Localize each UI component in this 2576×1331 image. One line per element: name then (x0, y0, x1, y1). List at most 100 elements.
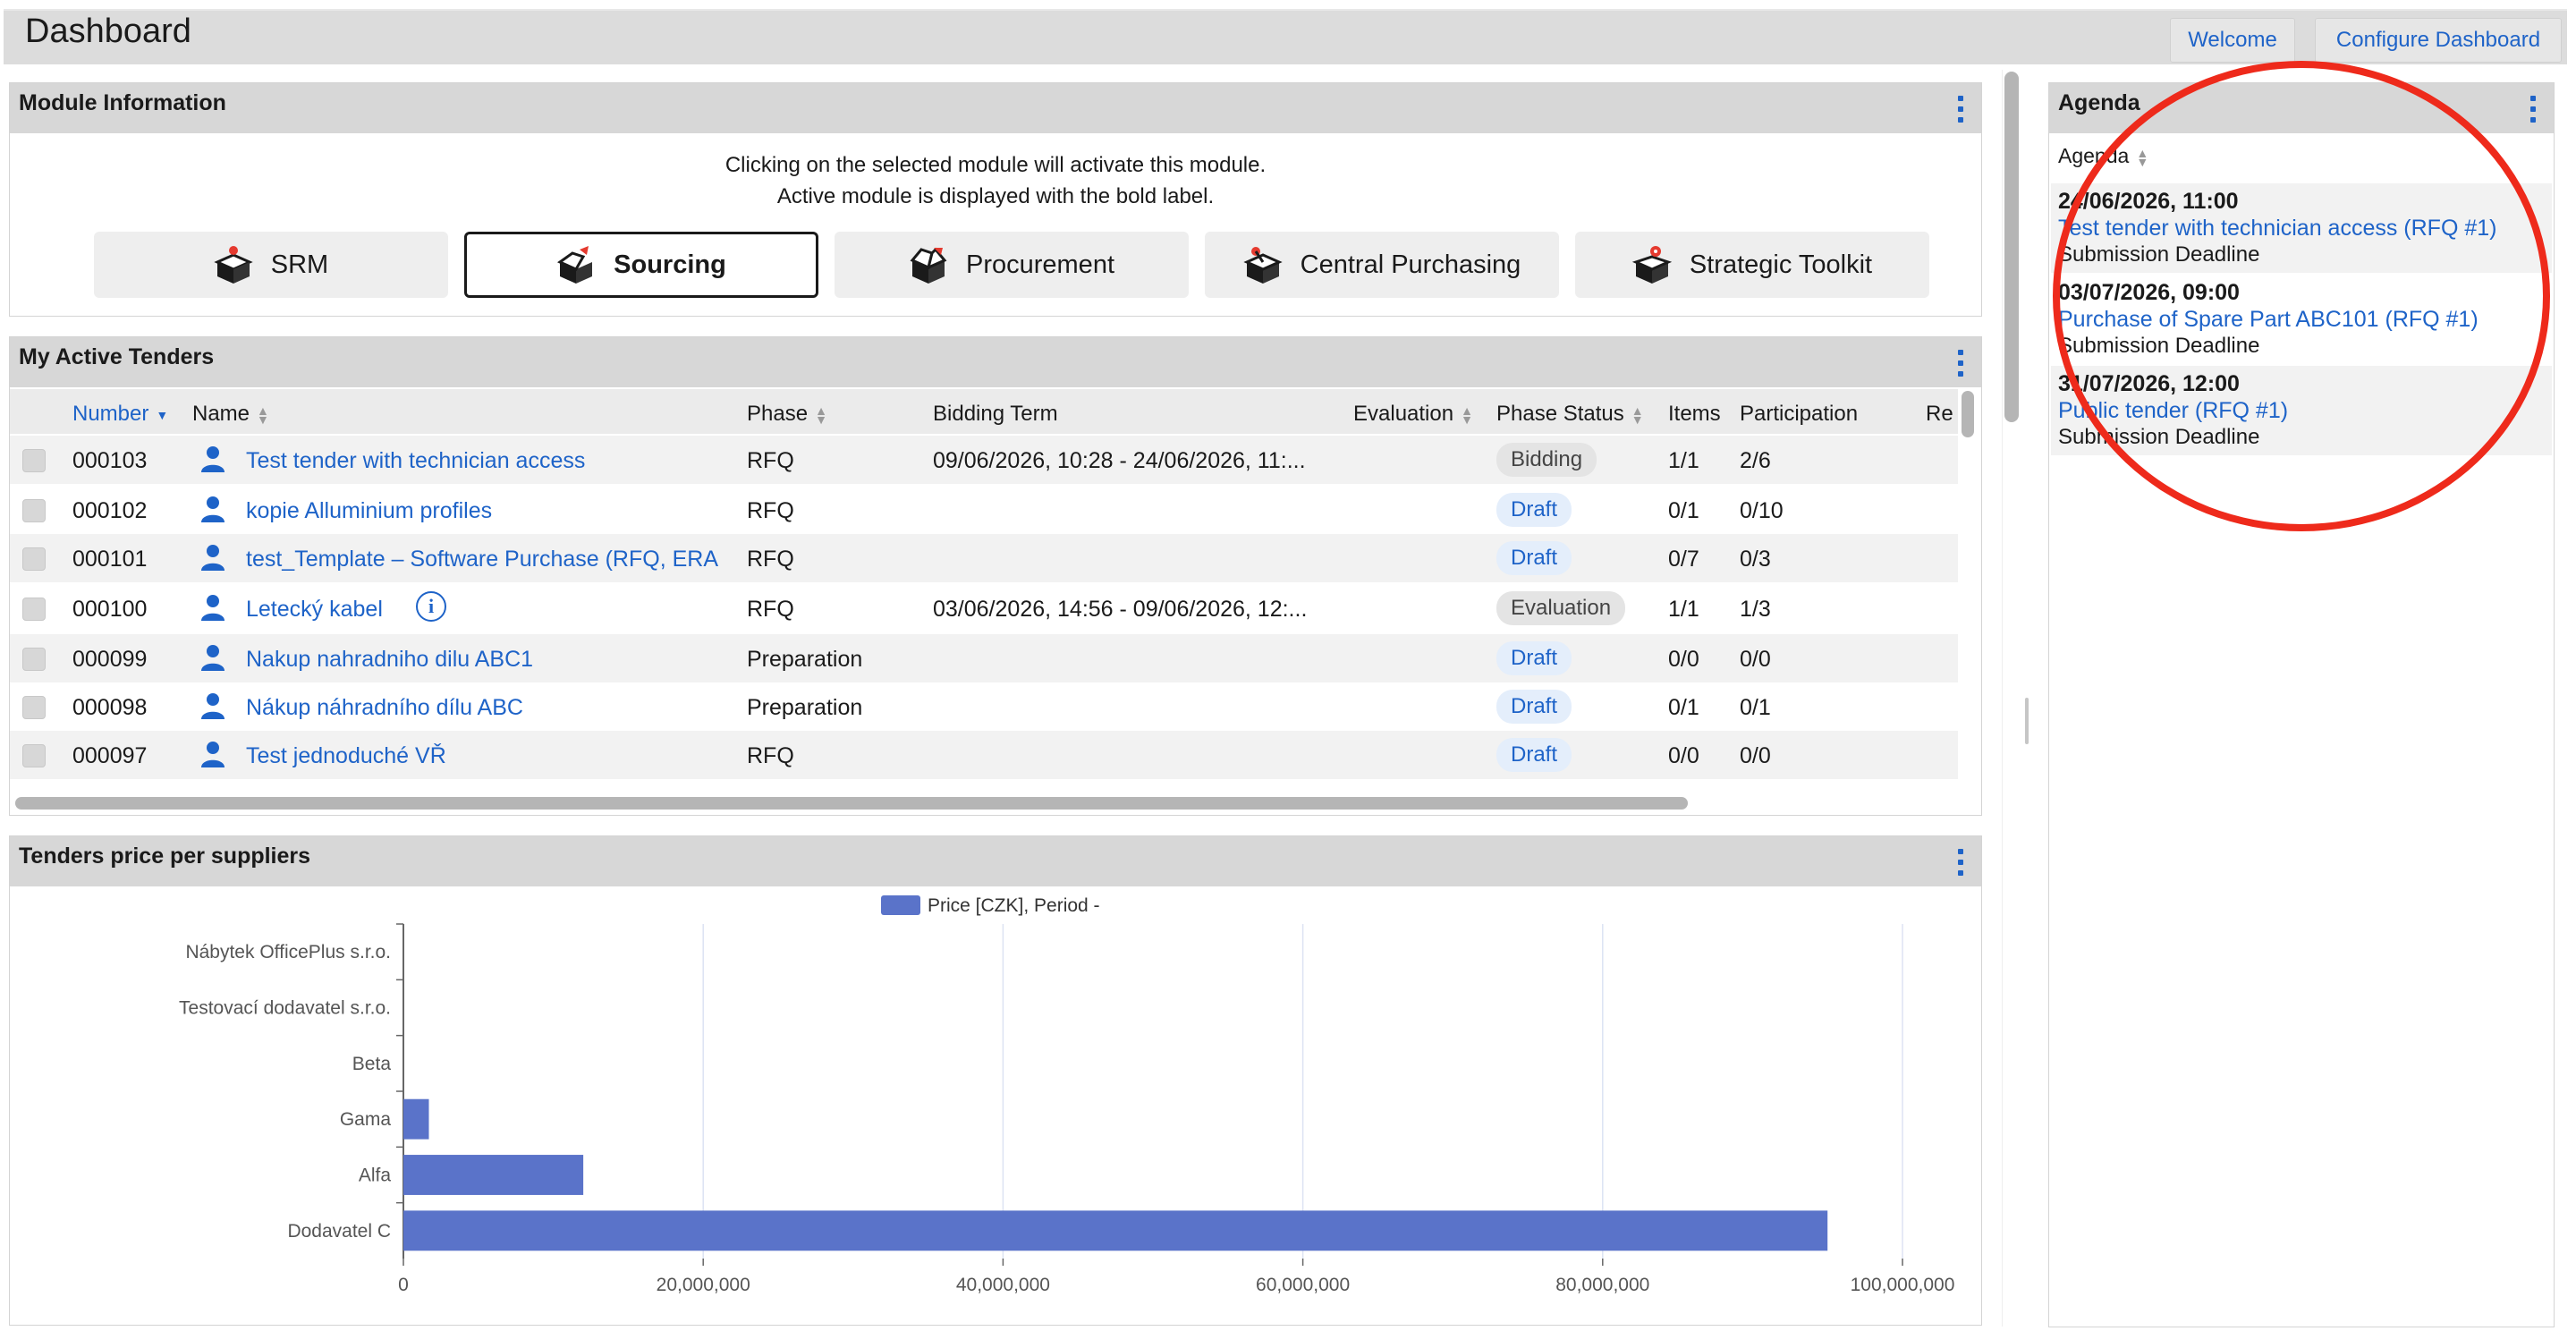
tender-participation: 0/0 (1740, 743, 1771, 768)
sort-desc-icon: ▼ (156, 407, 169, 422)
row-checkbox[interactable] (22, 449, 46, 472)
status-badge: Draft (1496, 738, 1572, 772)
tender-phase: RFQ (747, 448, 794, 473)
category-label: Alfa (359, 1166, 392, 1186)
tender-participation: 1/3 (1740, 597, 1771, 622)
x-tick-label: 0 (398, 1275, 409, 1295)
module-procurement-label: Procurement (965, 250, 1114, 279)
x-tick-label: 40,000,000 (956, 1275, 1050, 1295)
column-bidding-term-header[interactable]: Bidding Term (933, 402, 1058, 426)
table-row[interactable]: 000102 kopie Alluminium profiles RFQ Dra… (10, 486, 1958, 534)
agenda-item[interactable]: 03/07/2026, 09:00 Purchase of Spare Part… (2051, 275, 2552, 364)
page-title: Dashboard (25, 13, 191, 50)
sort-icon: ▲ ▼ (815, 403, 827, 427)
table-row[interactable]: 000099 Nakup nahradniho dilu ABC1 Prepar… (10, 634, 1958, 682)
kebab-menu-icon[interactable] (1958, 350, 1965, 377)
sourcing-box-icon (557, 246, 593, 284)
panel-resize-handle[interactable] (2025, 698, 2029, 744)
tender-number: 000099 (72, 647, 148, 672)
strategic-toolkit-box-icon (1631, 246, 1672, 284)
srm-box-icon (214, 246, 253, 284)
column-phase-status-header[interactable]: Phase Status ▲ ▼ (1496, 402, 1644, 427)
info-icon[interactable]: i (416, 591, 446, 622)
kebab-menu-icon[interactable] (2530, 96, 2538, 123)
tender-name-link[interactable]: test_Template – Software Purchase (RFQ, … (246, 547, 718, 572)
status-badge: Evaluation (1496, 591, 1626, 625)
agenda-description: Submission Deadline (2058, 425, 2260, 449)
module-central-purchasing-button[interactable]: Central Purchasing (1205, 232, 1559, 298)
tender-name-link[interactable]: Letecký kabel (246, 597, 383, 622)
bar[interactable] (403, 1155, 584, 1195)
tender-items: 0/0 (1668, 647, 1699, 672)
configure-dashboard-button[interactable]: Configure Dashboard (2315, 18, 2562, 63)
welcome-button[interactable]: Welcome (2170, 18, 2295, 63)
tender-items: 1/1 (1668, 597, 1699, 622)
tender-name-link[interactable]: Test tender with technician access (246, 448, 586, 473)
sort-icon: ▲ ▼ (257, 403, 269, 427)
tender-phase: RFQ (747, 597, 794, 622)
column-name-header[interactable]: Name ▲ ▼ (192, 402, 269, 427)
bar[interactable] (403, 1098, 429, 1140)
category-label: Nábytek OfficePlus s.r.o. (185, 942, 391, 962)
status-badge: Draft (1496, 541, 1572, 575)
table-row[interactable]: 000101 test_Template – Software Purchase… (10, 534, 1958, 582)
tender-items: 0/1 (1668, 498, 1699, 523)
module-strategic-toolkit-button[interactable]: Strategic Toolkit (1575, 232, 1929, 298)
category-label: Gama (340, 1109, 392, 1130)
row-checkbox[interactable] (22, 696, 46, 719)
tender-name-link[interactable]: Nakup nahradniho dilu ABC1 (246, 647, 534, 672)
tender-participation: 0/0 (1740, 647, 1771, 672)
page-vertical-scrollbar[interactable] (2004, 72, 2019, 422)
column-more-header[interactable]: Re (1926, 402, 1953, 426)
category-label: Testovací dodavatel s.r.o. (179, 998, 391, 1019)
table-row[interactable]: 000097 Test jednoduché VŘ RFQ Draft 0/0 … (10, 731, 1958, 779)
column-phase-header[interactable]: Phase ▲ ▼ (747, 402, 827, 427)
x-tick-label: 20,000,000 (657, 1275, 750, 1295)
tenders-price-panel: Tenders price per suppliers Nábytek Offi… (9, 835, 1982, 1326)
agenda-tender-link[interactable]: Test tender with technician access (RFQ … (2058, 216, 2497, 241)
column-number-header[interactable]: Number ▼ (72, 402, 169, 426)
tender-name-link[interactable]: kopie Alluminium profiles (246, 498, 493, 523)
category-label: Beta (352, 1054, 392, 1074)
row-checkbox[interactable] (22, 598, 46, 621)
module-srm-button[interactable]: SRM (94, 232, 448, 298)
row-checkbox[interactable] (22, 499, 46, 522)
user-icon (201, 742, 225, 767)
agenda-tender-link[interactable]: Public tender (RFQ #1) (2058, 398, 2289, 423)
module-sourcing-button[interactable]: Sourcing (464, 232, 818, 298)
table-horizontal-scrollbar[interactable] (15, 797, 1688, 810)
table-row[interactable]: 000100 Letecký kabel i RFQ 03/06/2026, 1… (10, 584, 1958, 632)
tenders-price-header: Tenders price per suppliers (10, 836, 1981, 886)
legend-swatch[interactable] (881, 895, 920, 915)
module-info-line-2: Active module is displayed with the bold… (776, 184, 1215, 208)
kebab-menu-icon[interactable] (1958, 96, 1965, 123)
tender-participation: 0/10 (1740, 498, 1784, 523)
x-tick-label: 60,000,000 (1256, 1275, 1350, 1295)
table-row[interactable]: 000098 Nákup náhradního dílu ABC Prepara… (10, 682, 1958, 731)
module-information-panel: Module Information Clicking on the selec… (9, 82, 1982, 317)
tender-phase: RFQ (747, 743, 794, 768)
column-participation-header[interactable]: Participation (1740, 402, 1859, 426)
table-vertical-scrollbar[interactable] (1962, 391, 1974, 437)
column-items-header[interactable]: Items (1668, 402, 1721, 426)
tender-bidding-term: 03/06/2026, 14:56 - 09/06/2026, 12:... (933, 597, 1308, 622)
row-checkbox[interactable] (22, 547, 46, 571)
row-checkbox[interactable] (22, 744, 46, 767)
bar[interactable] (403, 1210, 1828, 1251)
kebab-menu-icon[interactable] (1958, 849, 1965, 876)
module-procurement-button[interactable]: Procurement (835, 232, 1189, 298)
agenda-item[interactable]: 31/07/2026, 12:00 Public tender (RFQ #1)… (2051, 366, 2552, 455)
module-central-purchasing-label: Central Purchasing (1300, 250, 1521, 279)
agenda-item[interactable]: 24/06/2026, 11:00 Test tender with techn… (2051, 183, 2552, 273)
table-row[interactable]: 000103 Test tender with technician acces… (10, 436, 1958, 484)
tender-items: 0/7 (1668, 547, 1699, 572)
row-checkbox[interactable] (22, 648, 46, 671)
column-evaluation-header[interactable]: Evaluation ▲ ▼ (1353, 402, 1473, 427)
agenda-header: Agenda (2049, 83, 2554, 133)
agenda-tender-link[interactable]: Purchase of Spare Part ABC101 (RFQ #1) (2058, 307, 2479, 332)
tender-name-link[interactable]: Test jednoduché VŘ (246, 743, 446, 768)
tender-participation: 0/3 (1740, 547, 1771, 572)
tender-phase: RFQ (747, 498, 794, 523)
agenda-sort-header[interactable]: Agenda ▲ ▼ (2058, 144, 2149, 169)
tender-name-link[interactable]: Nákup náhradního dílu ABC (246, 695, 523, 720)
